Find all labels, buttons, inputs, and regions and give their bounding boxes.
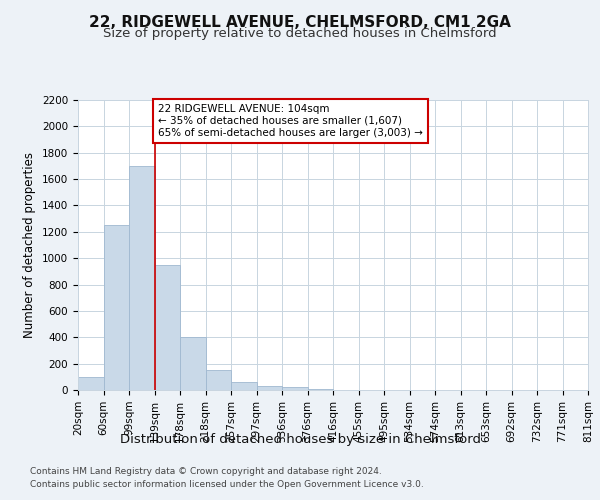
- Bar: [231, 382, 257, 390]
- Text: 22, RIDGEWELL AVENUE, CHELMSFORD, CM1 2GA: 22, RIDGEWELL AVENUE, CHELMSFORD, CM1 2G…: [89, 15, 511, 30]
- Y-axis label: Number of detached properties: Number of detached properties: [23, 152, 37, 338]
- Text: 22 RIDGEWELL AVENUE: 104sqm
← 35% of detached houses are smaller (1,607)
65% of : 22 RIDGEWELL AVENUE: 104sqm ← 35% of det…: [158, 104, 423, 138]
- Bar: [180, 338, 205, 390]
- Text: Size of property relative to detached houses in Chelmsford: Size of property relative to detached ho…: [103, 28, 497, 40]
- Bar: [129, 166, 155, 390]
- Bar: [104, 225, 129, 390]
- Bar: [257, 386, 282, 390]
- Bar: [205, 370, 231, 390]
- Text: Contains HM Land Registry data © Crown copyright and database right 2024.: Contains HM Land Registry data © Crown c…: [30, 468, 382, 476]
- Text: Distribution of detached houses by size in Chelmsford: Distribution of detached houses by size …: [119, 432, 481, 446]
- Bar: [282, 388, 308, 390]
- Bar: [78, 377, 104, 390]
- Bar: [155, 265, 180, 390]
- Text: Contains public sector information licensed under the Open Government Licence v3: Contains public sector information licen…: [30, 480, 424, 489]
